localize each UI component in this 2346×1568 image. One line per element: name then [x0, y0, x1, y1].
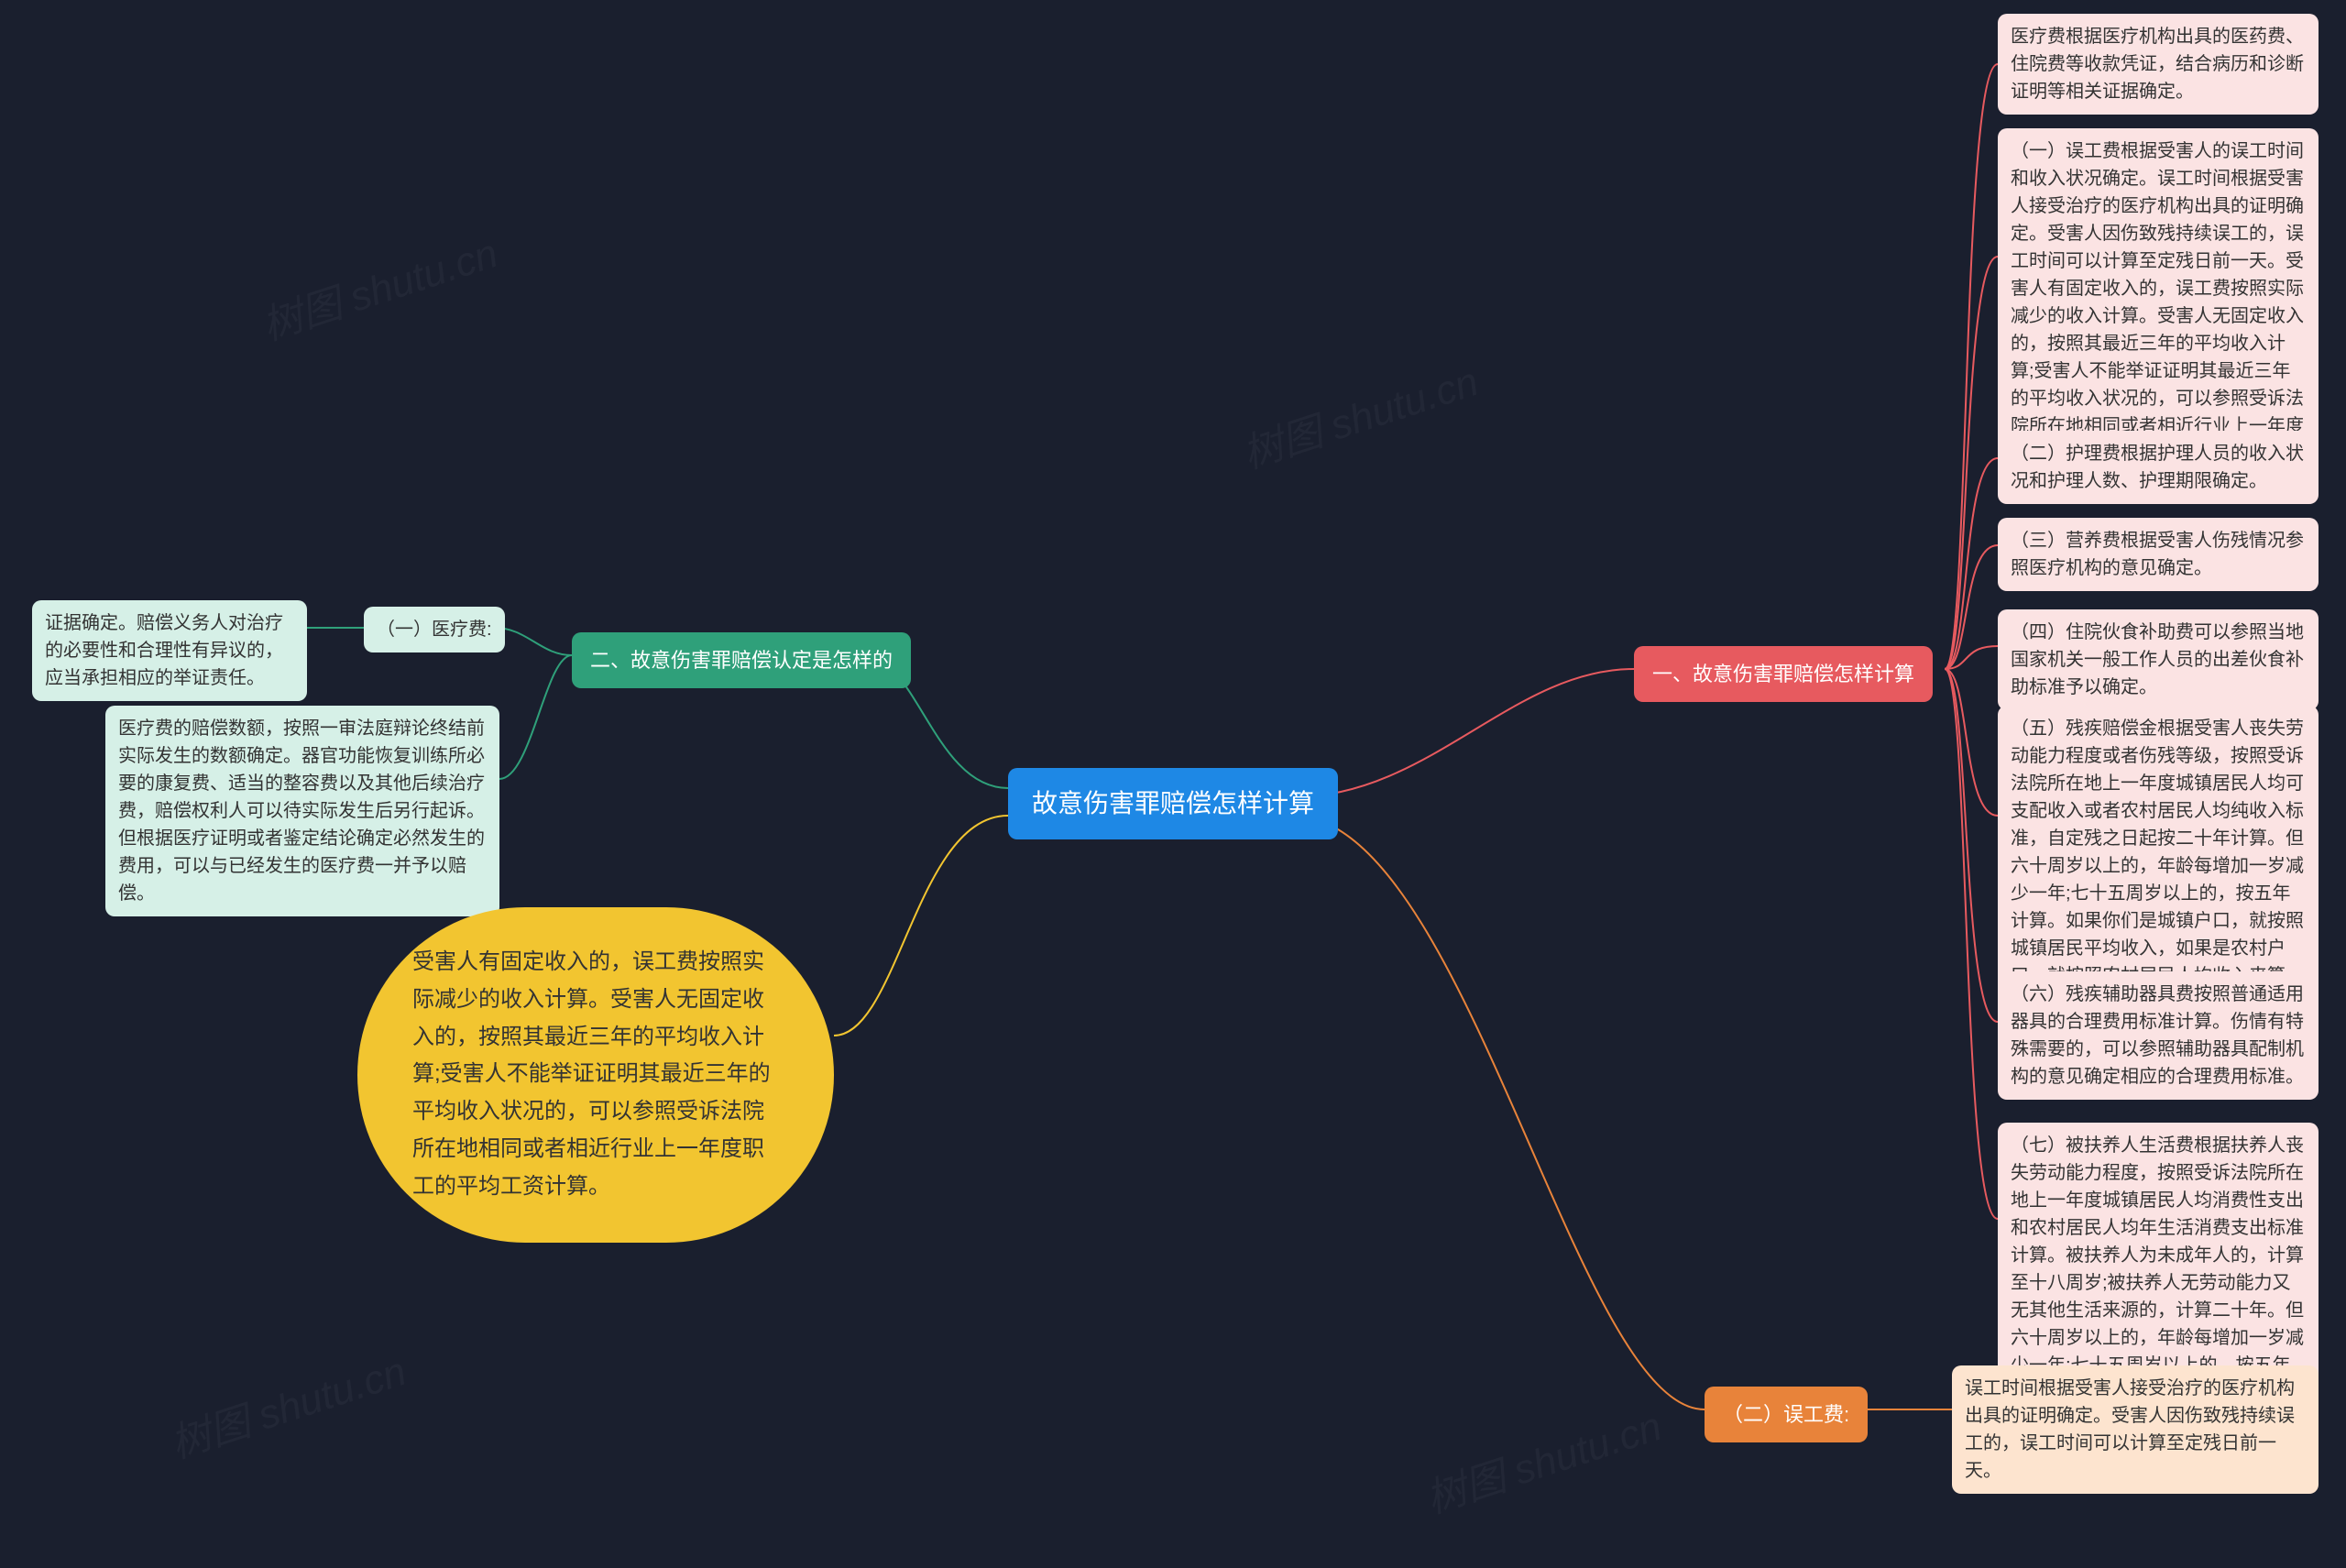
leaf-lost-income[interactable]: （一）误工费根据受害人的误工时间和收入状况确定。误工时间根据受害人接受治疗的医疗… — [1998, 128, 2319, 477]
leaf-fixed-income-rule[interactable]: 受害人有固定收入的，误工费按照实际减少的收入计算。受害人无固定收入的，按照其最近… — [357, 907, 834, 1243]
leaf-nursing-fee[interactable]: （二）护理费根据护理人员的收入状况和护理人数、护理期限确定。 — [1998, 431, 2319, 504]
mindmap-canvas: 树图 shutu.cn 树图 shutu.cn 树图 shutu.cn 树图 s… — [0, 0, 2346, 1568]
branch-lost-work-fee[interactable]: （二）误工费: — [1705, 1387, 1868, 1442]
leaf-medical-fee[interactable]: 医疗费根据医疗机构出具的医药费、住院费等收款凭证，结合病历和诊断证明等相关证据确… — [1998, 14, 2319, 115]
leaf-medical-fee-sub[interactable]: （一）医疗费: — [364, 607, 505, 652]
leaf-disability-aid-fee[interactable]: （六）残疾辅助器具费按照普通适用器具的合理费用标准计算。伤情有特殊需要的，可以参… — [1998, 971, 2319, 1100]
leaf-disability-compensation[interactable]: （五）残疾赔偿金根据受害人丧失劳动能力程度或者伤残等级，按照受诉法院所在地上一年… — [1998, 706, 2319, 999]
center-node[interactable]: 故意伤害罪赔偿怎样计算 — [1008, 768, 1338, 839]
watermark: 树图 shutu.cn — [1418, 1393, 1668, 1524]
branch-section-1[interactable]: 一、故意伤害罪赔偿怎样计算 — [1634, 646, 1933, 702]
leaf-nutrition-fee[interactable]: （三）营养费根据受害人伤残情况参照医疗机构的意见确定。 — [1998, 518, 2319, 591]
leaf-evidence-burden[interactable]: 证据确定。赔偿义务人对治疗的必要性和合理性有异议的，应当承担相应的举证责任。 — [32, 600, 307, 701]
watermark: 树图 shutu.cn — [254, 220, 504, 351]
watermark: 树图 shutu.cn — [162, 1338, 412, 1469]
leaf-lost-work-time[interactable]: 误工时间根据受害人接受治疗的医疗机构出具的证明确定。受害人因伤致残持续误工的，误… — [1952, 1365, 2319, 1494]
leaf-medical-compensation-amount[interactable]: 医疗费的赔偿数额，按照一审法庭辩论终结前实际发生的数额确定。器官功能恢复训练所必… — [105, 706, 499, 916]
leaf-hospital-food-fee[interactable]: （四）住院伙食补助费可以参照当地国家机关一般工作人员的出差伙食补助标准予以确定。 — [1998, 609, 2319, 710]
watermark: 树图 shutu.cn — [1234, 348, 1485, 479]
branch-section-2[interactable]: 二、故意伤害罪赔偿认定是怎样的 — [572, 632, 911, 688]
